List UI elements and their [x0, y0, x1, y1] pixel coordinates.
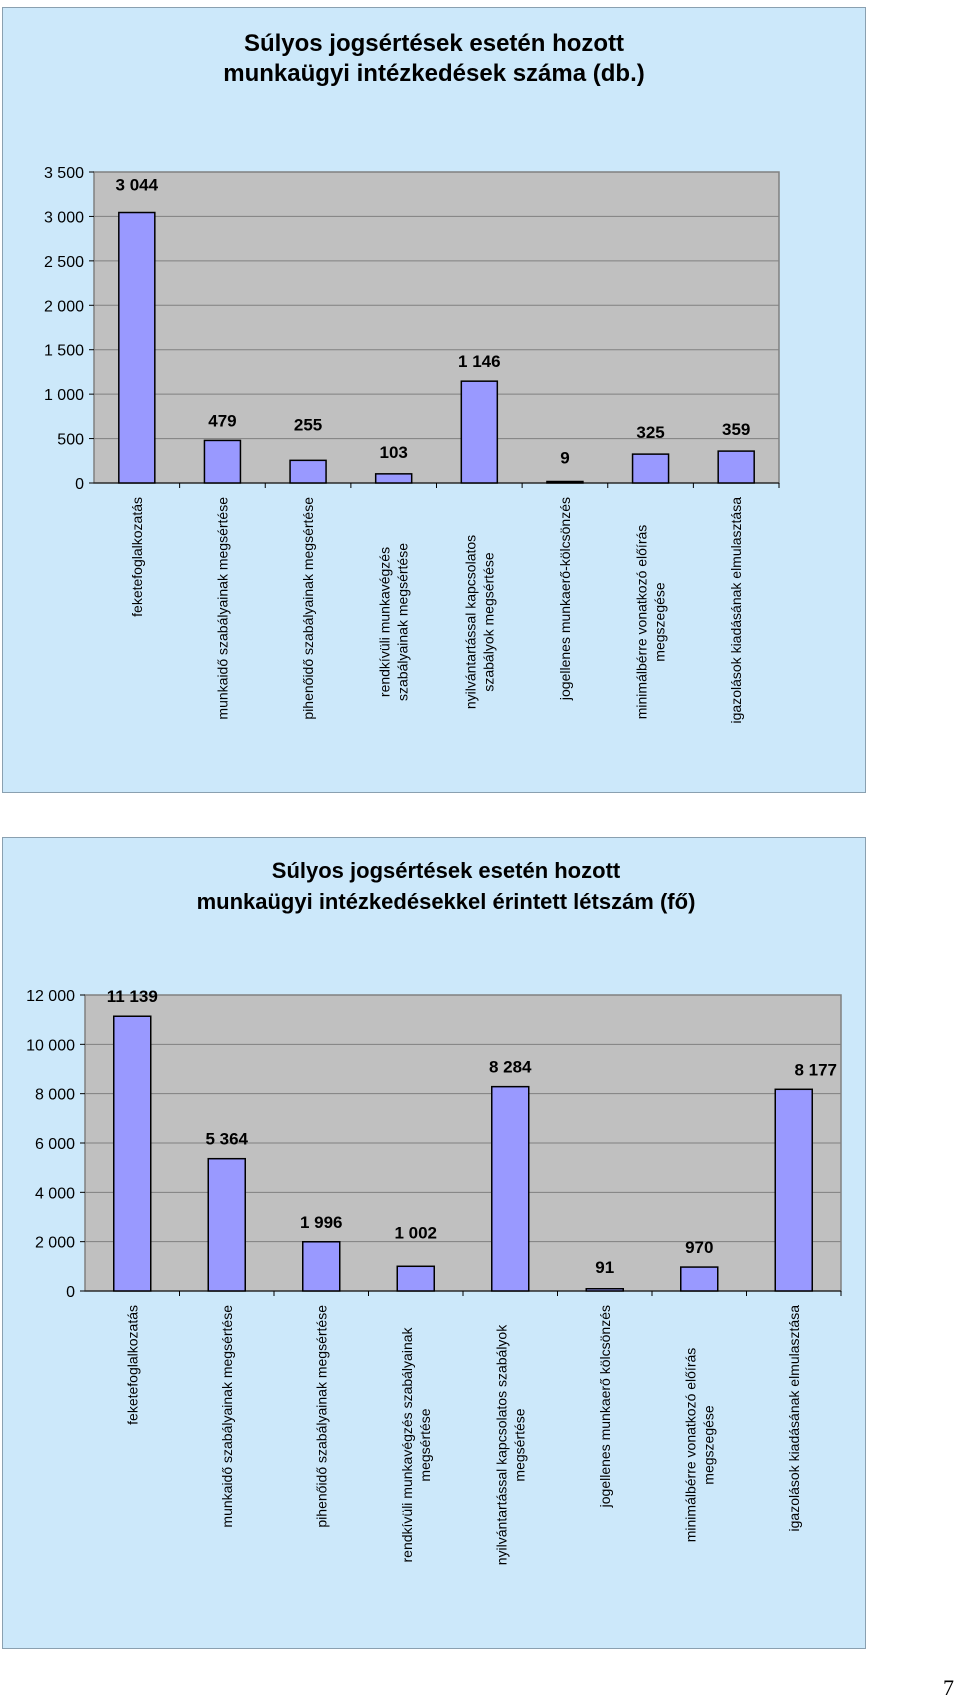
- bar: [113, 1015, 152, 1292]
- category-label: feketefoglalkozatás: [129, 497, 145, 617]
- category-label-line: szabályok megsértése: [480, 552, 496, 692]
- category-label: rendkívüli munkavégzés szabályainak megsé…: [399, 1326, 433, 1562]
- data-label: 103: [380, 443, 408, 462]
- bar: [118, 211, 156, 484]
- y-tick-label: 12 000: [26, 988, 75, 1005]
- bar: [396, 1265, 435, 1292]
- y-tick-label: 3 000: [44, 209, 84, 226]
- category-label: igazolások kiadásának elmulasztása: [728, 497, 744, 724]
- category-label-line: igazolások kiadásának elmulasztása: [786, 1305, 802, 1532]
- y-tick-label: 0: [75, 476, 84, 493]
- data-label: 5 364: [205, 1130, 248, 1149]
- category-label-line: jogellenes munkaerő kölcsönzés: [597, 1305, 613, 1508]
- category-label: igazolások kiadásának elmulasztása: [786, 1305, 802, 1532]
- category-label-line: nyilvántartással kapcsolatos szabályok: [493, 1324, 509, 1565]
- bar: [207, 1157, 246, 1292]
- bar: [585, 1288, 624, 1292]
- bar: [546, 480, 584, 484]
- category-label: nyilvántartással kapcsolatos szabályok me…: [462, 535, 496, 709]
- data-label: 91: [595, 1258, 614, 1277]
- category-label-line: minimálbérre vonatkozó előírás: [634, 525, 650, 720]
- category-label: jogellenes munkaerő kölcsönzés: [597, 1305, 613, 1508]
- y-tick-label: 1 000: [44, 387, 84, 404]
- y-tick-label: 2 000: [44, 298, 84, 315]
- y-tick-label: 1 500: [44, 343, 84, 360]
- y-tick-label: 0: [66, 1284, 75, 1301]
- category-label: feketefoglalkozatás: [124, 1305, 140, 1425]
- chart-title-line: munkaügyi intézkedésekkel érintett létsz…: [197, 889, 696, 914]
- data-label: 8 177: [794, 1060, 837, 1079]
- category-label: jogellenes munkaerő-kölcsönzés: [557, 497, 573, 701]
- category-label-line: pihenőidő szabályainak megsértése: [313, 1305, 329, 1528]
- bar: [774, 1088, 813, 1292]
- chart-panel-count: Súlyos jogsértések esetén hozott munkaügy…: [2, 7, 866, 793]
- data-label: 3 044: [116, 176, 159, 195]
- data-label: 8 284: [489, 1058, 532, 1077]
- data-label: 970: [685, 1238, 713, 1257]
- y-tick-label: 2 500: [44, 254, 84, 271]
- category-label-line: nyilvántartással kapcsolatos: [462, 535, 478, 709]
- data-label: 325: [636, 423, 664, 442]
- category-label-line: rendkívüli munkavégzés szabályainak: [399, 1326, 415, 1562]
- category-label: munkaidő szabályainak megsértése: [219, 1305, 235, 1528]
- category-label: pihenőidő szabályainak megsértése: [313, 1305, 329, 1528]
- category-label-line: megsértése: [511, 1408, 527, 1481]
- y-tick-label: 3 500: [44, 165, 84, 182]
- bar-chart-headcount: Súlyos jogsértések esetén hozott munkaügy…: [26, 858, 842, 1565]
- category-label-line: munkaidő szabályainak megsértése: [219, 1305, 235, 1528]
- category-label: minimálbérre vonatkozó előírás megszegése: [634, 525, 668, 720]
- category-label: minimálbérre vonatkozó előírás megszegése: [682, 1348, 716, 1543]
- category-label-line: igazolások kiadásának elmulasztása: [728, 497, 744, 724]
- chart-title-line: Súlyos jogsértések esetén hozott: [244, 30, 624, 57]
- category-label-line: szabályainak megsértése: [395, 543, 411, 701]
- category-label-line: rendkívüli munkavégzés: [377, 547, 393, 697]
- category-label-line: pihenőidő szabályainak megsértése: [300, 497, 316, 720]
- bar-chart-count: Súlyos jogsértések esetén hozott munkaügy…: [44, 30, 780, 724]
- category-label: rendkívüli munkavégzés szabályainak megsé…: [377, 543, 411, 701]
- category-label-line: feketefoglalkozatás: [129, 497, 145, 617]
- data-label: 255: [294, 415, 322, 434]
- data-label: 11 139: [107, 987, 158, 1006]
- category-label-line: jogellenes munkaerő-kölcsönzés: [557, 497, 573, 701]
- category-label: munkaidő szabályainak megsértése: [214, 497, 230, 720]
- bar: [289, 459, 327, 484]
- y-tick-label: 6 000: [35, 1136, 75, 1153]
- data-label: 1 996: [300, 1213, 343, 1232]
- data-label: 1 002: [394, 1223, 437, 1242]
- bar: [491, 1085, 530, 1292]
- page-number: 7: [943, 1675, 954, 1700]
- bar: [302, 1241, 341, 1292]
- bar: [460, 380, 499, 484]
- bar: [203, 439, 242, 484]
- category-label: nyilvántartással kapcsolatos szabályok me…: [493, 1324, 527, 1565]
- category-label-line: minimálbérre vonatkozó előírás: [682, 1348, 698, 1543]
- y-tick-label: 500: [57, 432, 84, 449]
- chart-panel-headcount: Súlyos jogsértések esetén hozott munkaügy…: [2, 837, 866, 1649]
- chart-title-line: munkaügyi intézkedések száma (db.): [223, 60, 644, 87]
- category-label: pihenőidő szabályainak megsértése: [300, 497, 316, 720]
- data-label: 359: [722, 420, 750, 439]
- bar: [631, 453, 670, 484]
- category-label-line: megszegése: [700, 1405, 716, 1485]
- data-label: 479: [208, 411, 236, 430]
- y-tick-label: 2 000: [35, 1235, 75, 1252]
- bar: [680, 1266, 719, 1292]
- data-label: 1 146: [458, 352, 501, 371]
- y-tick-label: 10 000: [26, 1037, 75, 1054]
- y-tick-label: 8 000: [35, 1087, 75, 1104]
- category-label-line: megszegése: [652, 582, 668, 662]
- bar: [717, 450, 755, 484]
- y-tick-label: 4 000: [35, 1185, 75, 1202]
- plot-area: [93, 171, 780, 484]
- data-label: 9: [560, 449, 569, 468]
- category-label-line: megsértése: [417, 1408, 433, 1481]
- category-label-line: munkaidő szabályainak megsértése: [214, 497, 230, 720]
- chart-title-line: Súlyos jogsértések esetén hozott: [272, 858, 621, 883]
- category-label-line: feketefoglalkozatás: [124, 1305, 140, 1425]
- bar: [374, 473, 413, 484]
